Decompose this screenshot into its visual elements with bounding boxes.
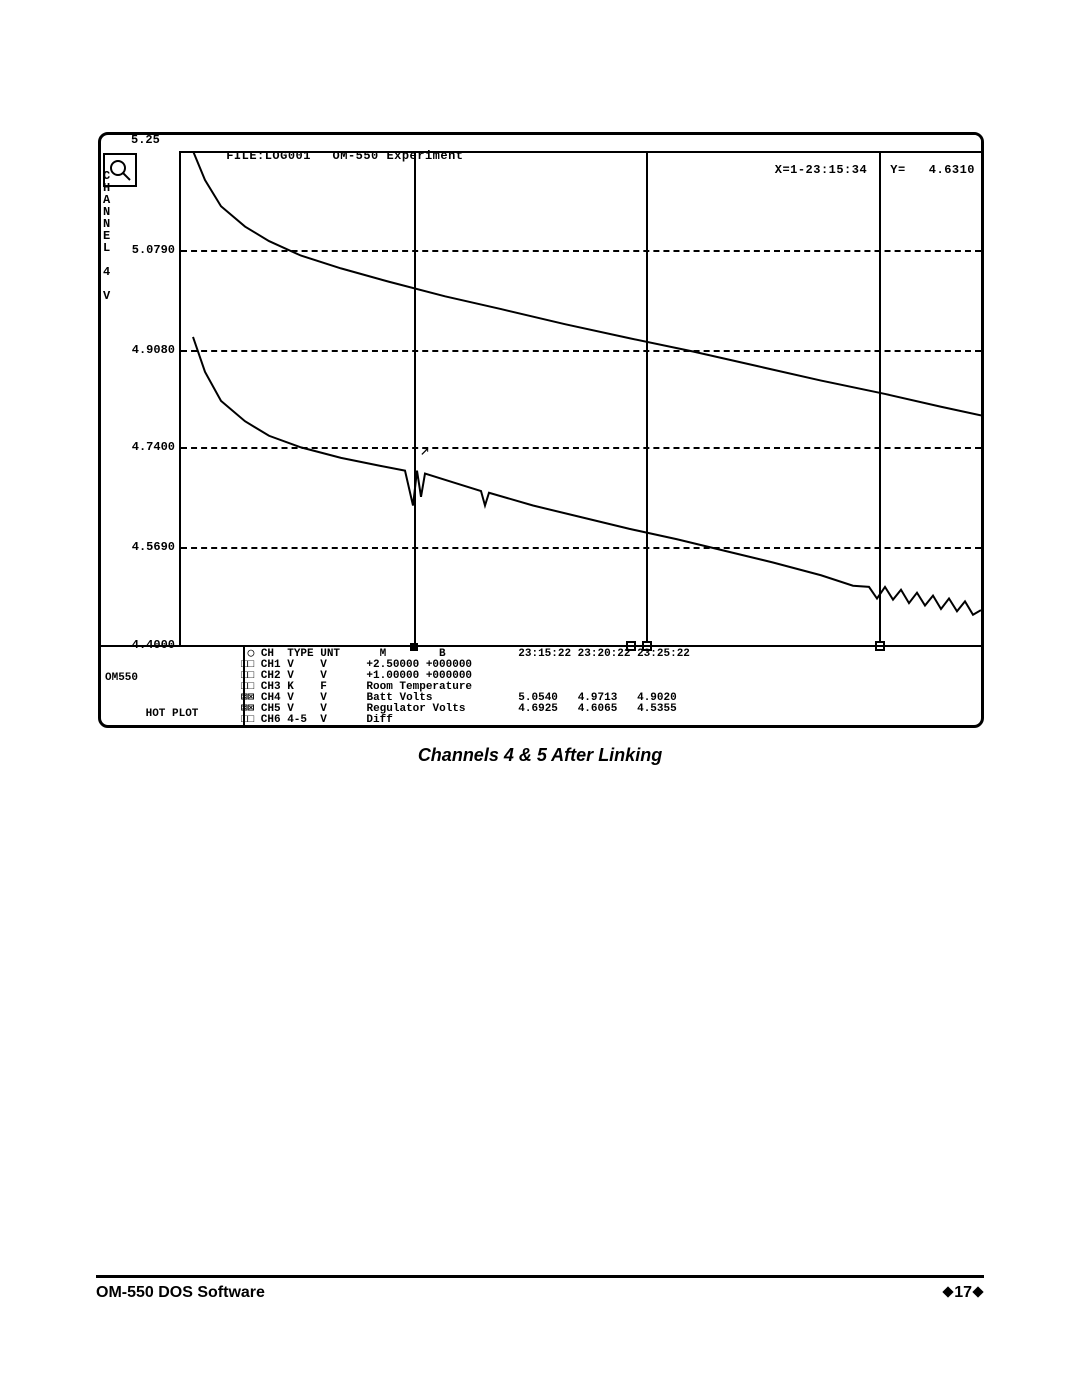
series-line	[193, 151, 981, 415]
page-footer: OM-550 DOS Software 17	[96, 1275, 984, 1302]
chart-svg	[181, 151, 981, 645]
footer-title: OM-550 DOS Software	[96, 1284, 265, 1302]
ytick-label: 4.7400	[111, 440, 175, 454]
plot-mode: HOT PLOT	[105, 709, 239, 723]
ytick-top: 5.25	[131, 133, 160, 147]
channel-table: ◯ CH TYPE UNT M B 23:15:22 23:20:22 23:2…	[237, 647, 981, 725]
y-axis-label: CHANNEL 4 V	[103, 170, 110, 302]
ytick-label: 5.0790	[111, 243, 175, 257]
status-left-box: OM550 HOT PLOT Press F8=Help Press Esc=Q…	[101, 647, 245, 725]
series-line	[193, 337, 981, 615]
ytick-label: 4.9080	[111, 343, 175, 357]
ytick-label: 4.5690	[111, 540, 175, 554]
app-title: OM550	[105, 673, 239, 687]
status-panel: OM550 HOT PLOT Press F8=Help Press Esc=Q…	[101, 645, 981, 725]
cursor-icon: ↖	[420, 440, 430, 460]
footer-page: 17	[942, 1284, 984, 1302]
chart-area[interactable]: 5.07904.90804.74004.56904.4000↖	[179, 151, 981, 645]
figure-caption: Channels 4 & 5 After Linking	[0, 745, 1080, 766]
app-window: 5.25 FILE:LOG001 OM-550 Experiment X=1-2…	[98, 132, 984, 728]
